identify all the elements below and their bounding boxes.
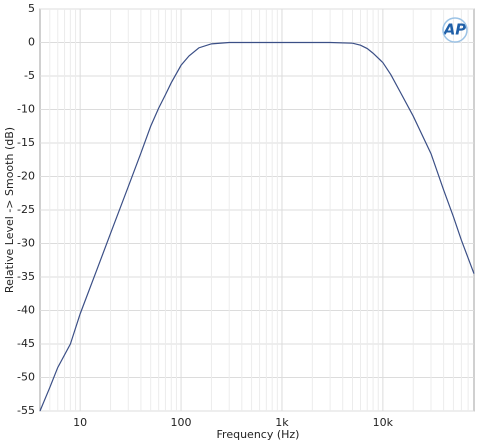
y-tick-label: -40 (17, 304, 35, 317)
x-tick-label: 10 (73, 416, 87, 429)
logo: AP (443, 21, 467, 39)
y-tick-label: -15 (17, 136, 35, 149)
y-tick-label: -10 (17, 103, 35, 116)
y-tick-label: -35 (17, 270, 35, 283)
logo-ring (442, 17, 468, 43)
y-tick-label: -50 (17, 371, 35, 384)
y-tick-label: -25 (17, 203, 35, 216)
y-tick-label: -55 (17, 404, 35, 417)
x-tick-label: 10k (373, 416, 394, 429)
y-tick-label: 5 (28, 2, 35, 15)
y-axis-title: Relative Level -> Smooth (dB) (3, 127, 16, 293)
y-tick-label: -5 (24, 69, 35, 82)
y-tick-label: -30 (17, 237, 35, 250)
y-tick-label: 0 (28, 36, 35, 49)
x-tick-label: 1k (275, 416, 289, 429)
line-series (39, 41, 475, 412)
y-tick-label: -45 (17, 337, 35, 350)
y-tick-label: -20 (17, 170, 35, 183)
x-axis-title: Frequency (Hz) (217, 428, 300, 441)
x-tick-label: 100 (171, 416, 192, 429)
